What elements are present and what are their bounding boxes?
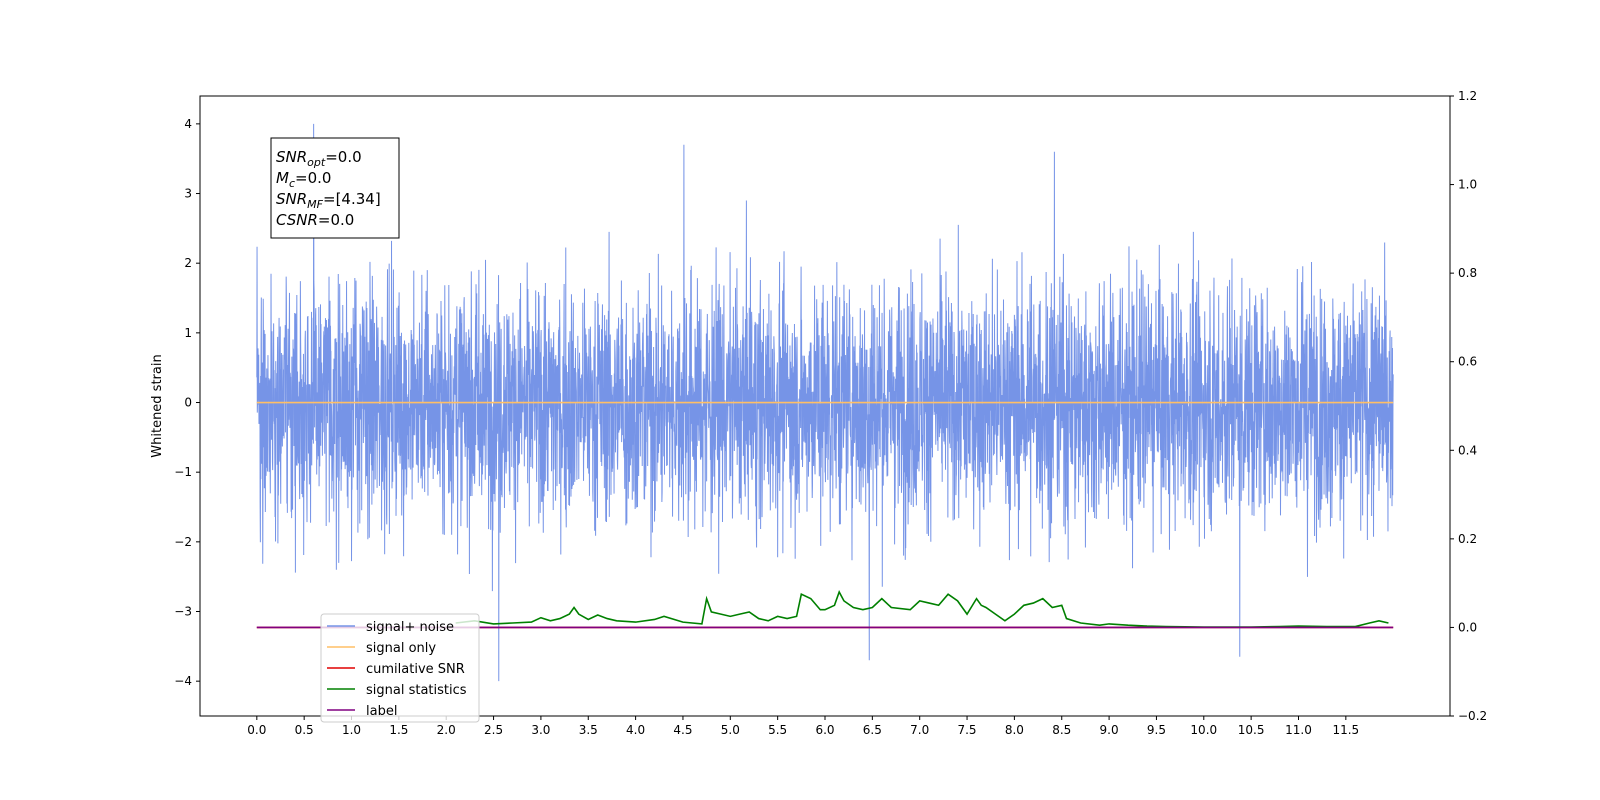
y2-tick-label: 0.4	[1458, 443, 1477, 457]
legend-label: signal statistics	[366, 683, 467, 698]
x-tick-label: 2.0	[437, 723, 456, 737]
y-tick-label: −2	[174, 535, 192, 549]
x-tick-label: 1.5	[389, 723, 408, 737]
x-tick-label: 0.5	[295, 723, 314, 737]
x-tick-label: 11.5	[1332, 723, 1359, 737]
x-tick-label: 8.0	[1005, 723, 1024, 737]
annotation-box: SNRopt=0.0 Mc=0.0 SNRMF=[4.34] CSNR=0.0	[270, 137, 400, 239]
legend-frame	[320, 613, 480, 723]
series-signal-statistics	[455, 590, 1389, 628]
x-tick-label: 10.5	[1238, 723, 1265, 737]
y2-tick-label: −0.2	[1458, 709, 1487, 723]
x-tick-label: 7.5	[957, 723, 976, 737]
y-tick-label: −4	[174, 674, 192, 688]
y-tick-label: 4	[184, 117, 192, 131]
x-tick-label: 11.0	[1285, 723, 1312, 737]
y2-tick-label: 0.2	[1458, 532, 1477, 546]
x-axis: 0.0 0.5 1.0 1.5 2.0 2.5 3.0 3.5 4.0 4.5 5.0 5.5 6.0 6…	[247, 716, 1359, 737]
x-tick-label: 5.5	[768, 723, 787, 737]
legend-label: cumilative SNR	[366, 662, 465, 677]
x-tick-label: 1.0	[342, 723, 361, 737]
y2-tick-label: 0.8	[1458, 266, 1477, 280]
y2-tick-label: 1.2	[1458, 89, 1477, 103]
x-tick-label: 3.0	[531, 723, 550, 737]
legend-label: label	[366, 704, 397, 719]
x-tick-label: 5.0	[721, 723, 740, 737]
series-signal-noise	[256, 123, 1394, 682]
y-tick-label: 1	[184, 326, 192, 340]
y-tick-label: 2	[184, 256, 192, 270]
x-tick-label: 4.5	[673, 723, 692, 737]
y-tick-label: −1	[174, 465, 192, 479]
y2-tick-label: 0.0	[1458, 620, 1477, 634]
y-tick-label: 3	[184, 187, 192, 201]
y-axis-right: −0.2 0.0 0.2 0.4 0.6 0.8 1.0 1.2	[1450, 89, 1487, 723]
y-axis-label: Whitened strain	[150, 354, 165, 457]
y-axis-left: −4 −3 −2 −1 0 1 2 3 4	[174, 117, 200, 688]
y2-tick-label: 1.0	[1458, 178, 1477, 192]
x-tick-label: 6.5	[863, 723, 882, 737]
legend: signal+ noise signal only cumilative SNR si…	[320, 613, 480, 723]
x-tick-label: 8.5	[1052, 723, 1071, 737]
x-tick-label: 7.0	[910, 723, 929, 737]
y2-tick-label: 0.6	[1458, 355, 1477, 369]
x-tick-label: 0.0	[247, 723, 266, 737]
legend-label: signal+ noise	[366, 620, 454, 635]
x-tick-label: 3.5	[579, 723, 598, 737]
x-tick-label: 10.0	[1190, 723, 1217, 737]
y-tick-label: −3	[174, 605, 192, 619]
y-tick-label: 0	[184, 396, 192, 410]
x-tick-label: 2.5	[484, 723, 503, 737]
x-tick-label: 9.5	[1147, 723, 1166, 737]
x-tick-label: 6.0	[815, 723, 834, 737]
x-tick-label: 9.0	[1100, 723, 1119, 737]
x-tick-label: 4.0	[626, 723, 645, 737]
legend-label: signal only	[366, 641, 436, 656]
